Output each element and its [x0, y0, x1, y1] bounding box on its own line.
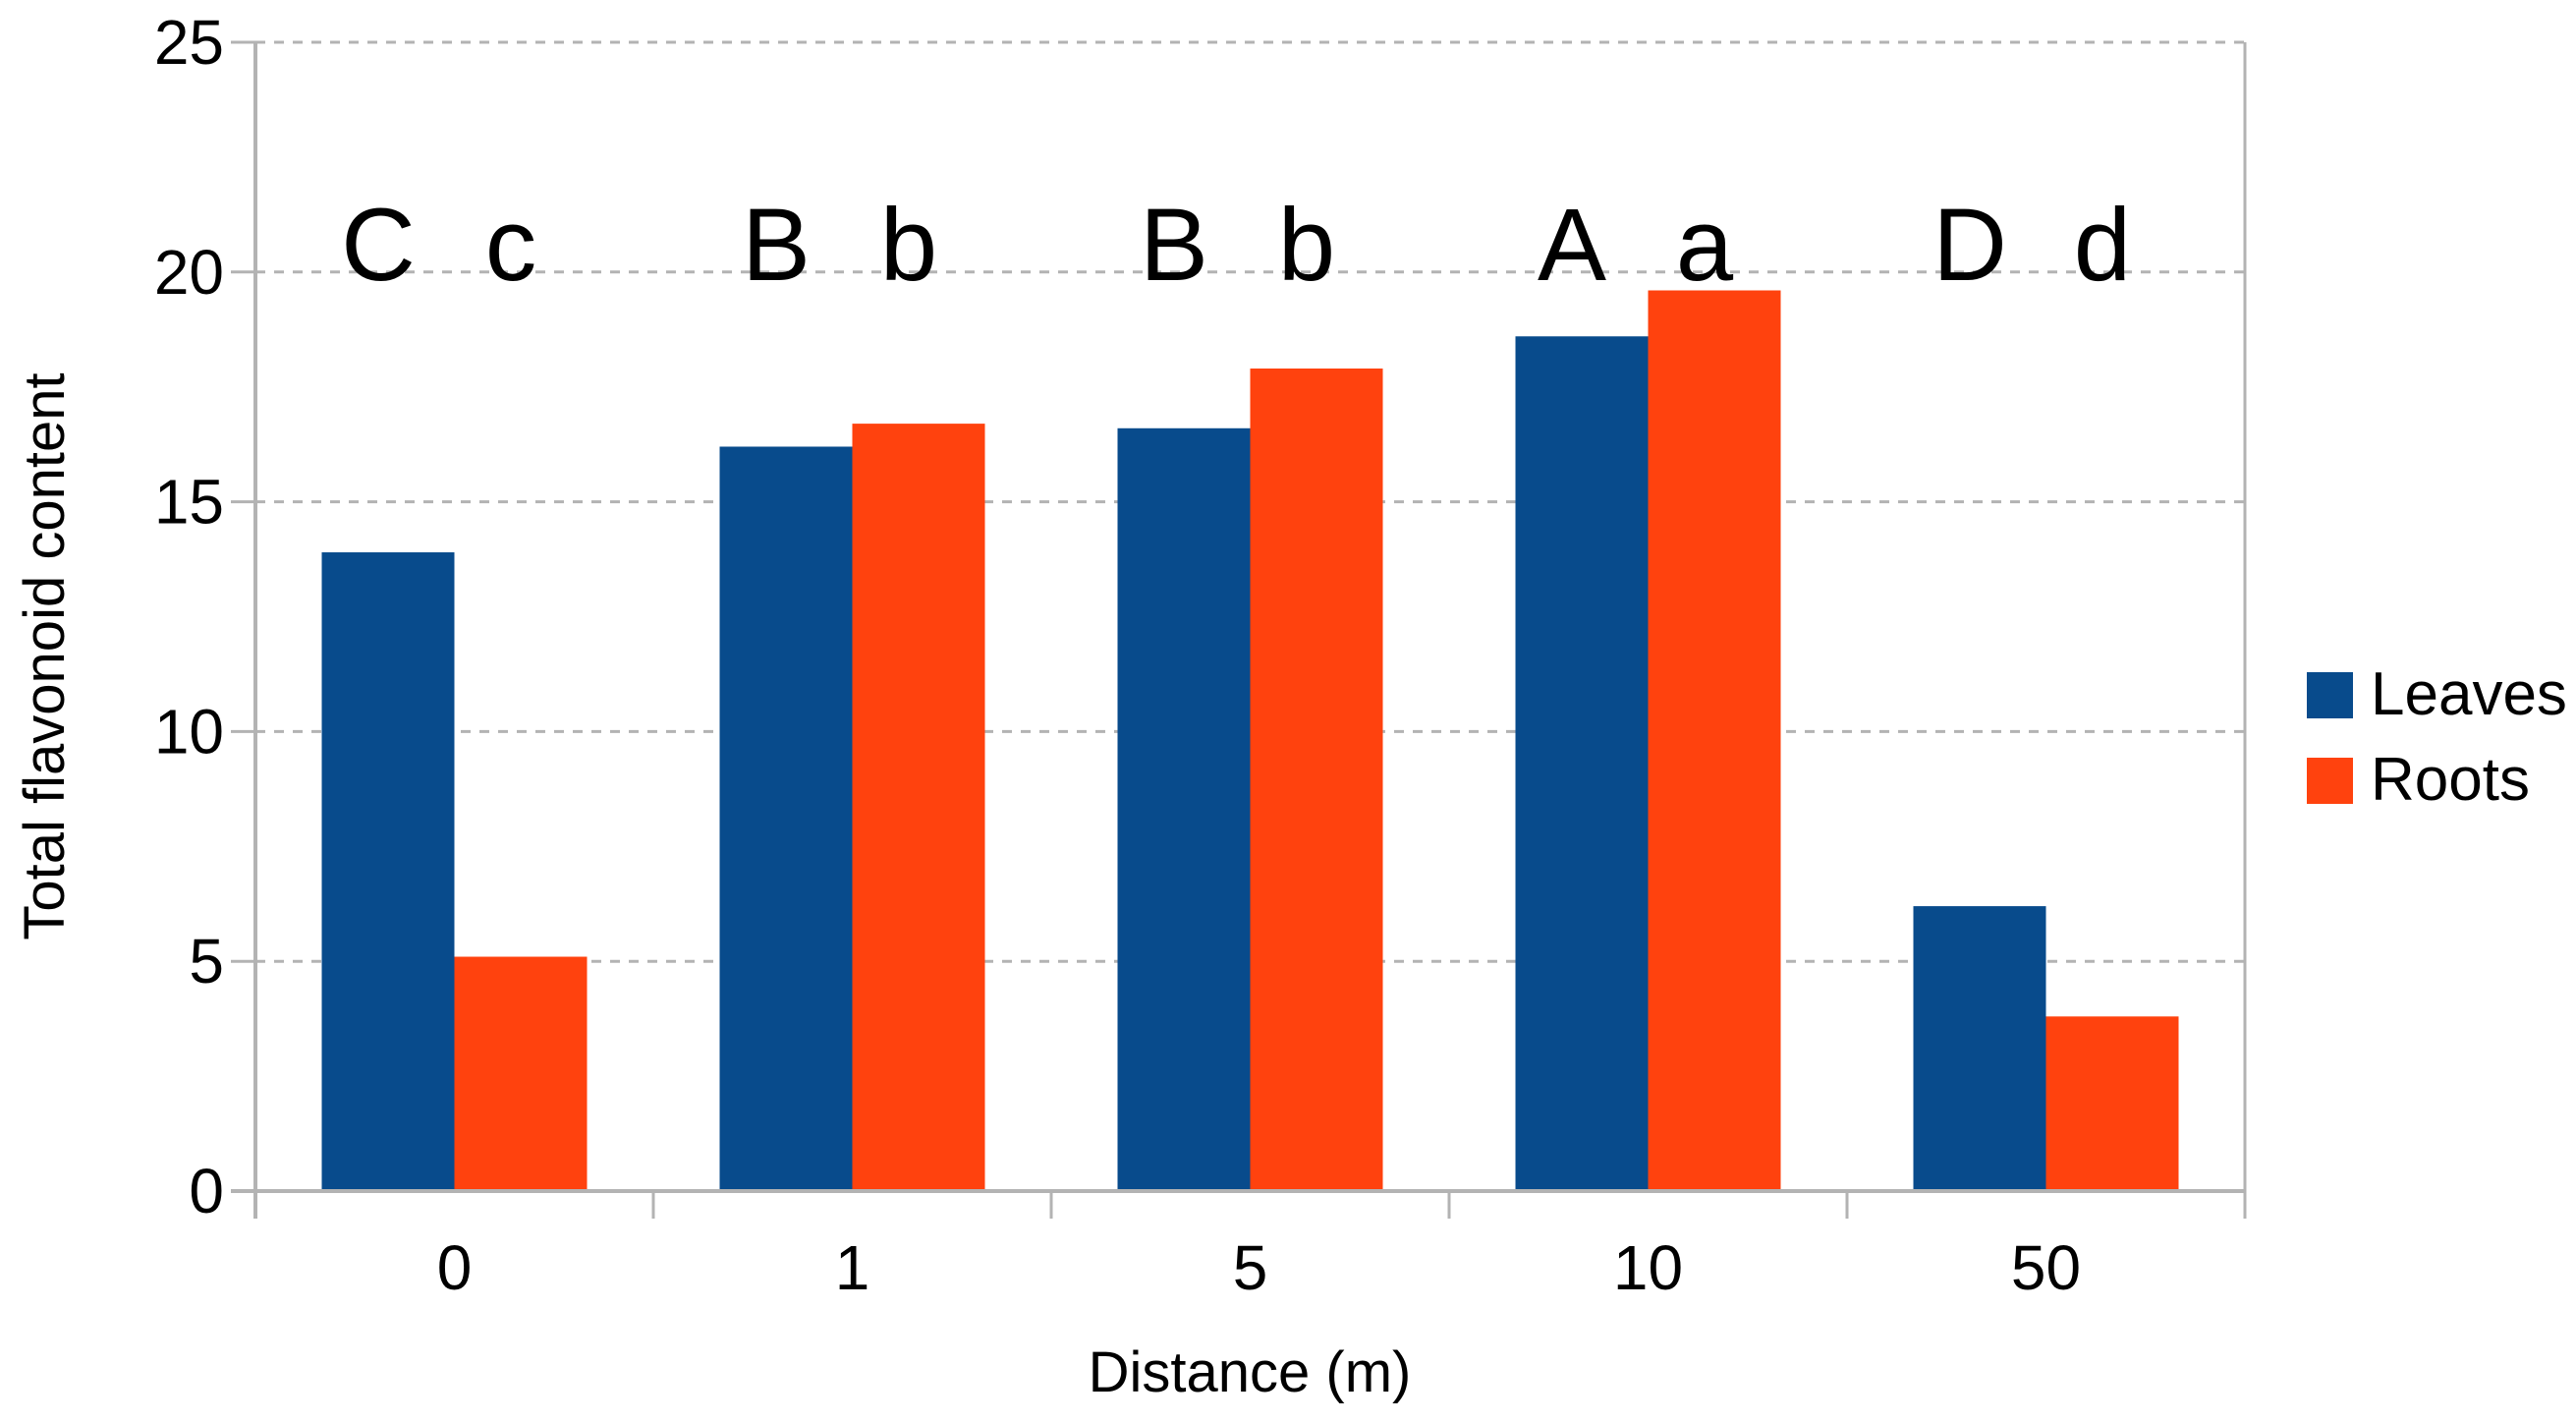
legend-item-roots: Roots [2307, 750, 2567, 811]
legend-item-leaves: Leaves [2307, 664, 2567, 725]
significance-letter: a [1676, 188, 1734, 303]
legend-label: Leaves [2371, 660, 2567, 728]
bar-roots-0 [454, 956, 588, 1191]
legend: Leaves Roots [2307, 664, 2567, 811]
x-tick-label: 0 [437, 1232, 473, 1303]
y-tick-label: 0 [189, 1156, 224, 1226]
bars [321, 290, 2179, 1192]
bar-leaves-5 [1117, 427, 1251, 1191]
bar-leaves-1 [719, 446, 853, 1191]
bar-roots-1 [852, 424, 985, 1191]
axes [231, 40, 2247, 1219]
bar-leaves-50 [1913, 906, 2046, 1191]
bar-leaves-0 [321, 552, 455, 1191]
legend-swatch-icon [2307, 757, 2353, 804]
bar-roots-5 [1250, 368, 1383, 1192]
significance-letters: C B B A Dc b b a d [341, 188, 2131, 303]
significance-letter: b [1278, 188, 1335, 303]
significance-letter: D [1932, 188, 2007, 303]
y-tick-label: 5 [189, 926, 224, 996]
significance-letter: A [1538, 188, 1606, 303]
bar-leaves-10 [1515, 336, 1649, 1191]
bar-roots-50 [2045, 1016, 2179, 1191]
significance-letter: B [1140, 188, 1208, 303]
x-tick-label: 5 [1233, 1232, 1268, 1303]
significance-letter: b [880, 188, 937, 303]
significance-letter: c [485, 188, 537, 303]
y-tick-label: 10 [154, 696, 224, 767]
bar-roots-10 [1648, 290, 1781, 1191]
legend-swatch-icon [2307, 671, 2353, 718]
x-tick-label: 50 [2011, 1232, 2081, 1303]
y-tick-label: 25 [154, 7, 224, 78]
y-axis-title: Total flavonoid content [13, 372, 77, 940]
y-tick-label: 15 [154, 467, 224, 538]
significance-letter: B [742, 188, 811, 303]
x-tick-label: 1 [835, 1232, 870, 1303]
significance-letter: C [341, 188, 416, 303]
x-axis-title: Distance (m) [1088, 1340, 1412, 1404]
x-tick-label: 10 [1613, 1232, 1683, 1303]
significance-letter: d [2074, 188, 2131, 303]
y-tick-label: 20 [154, 237, 224, 308]
legend-label: Roots [2371, 746, 2530, 814]
